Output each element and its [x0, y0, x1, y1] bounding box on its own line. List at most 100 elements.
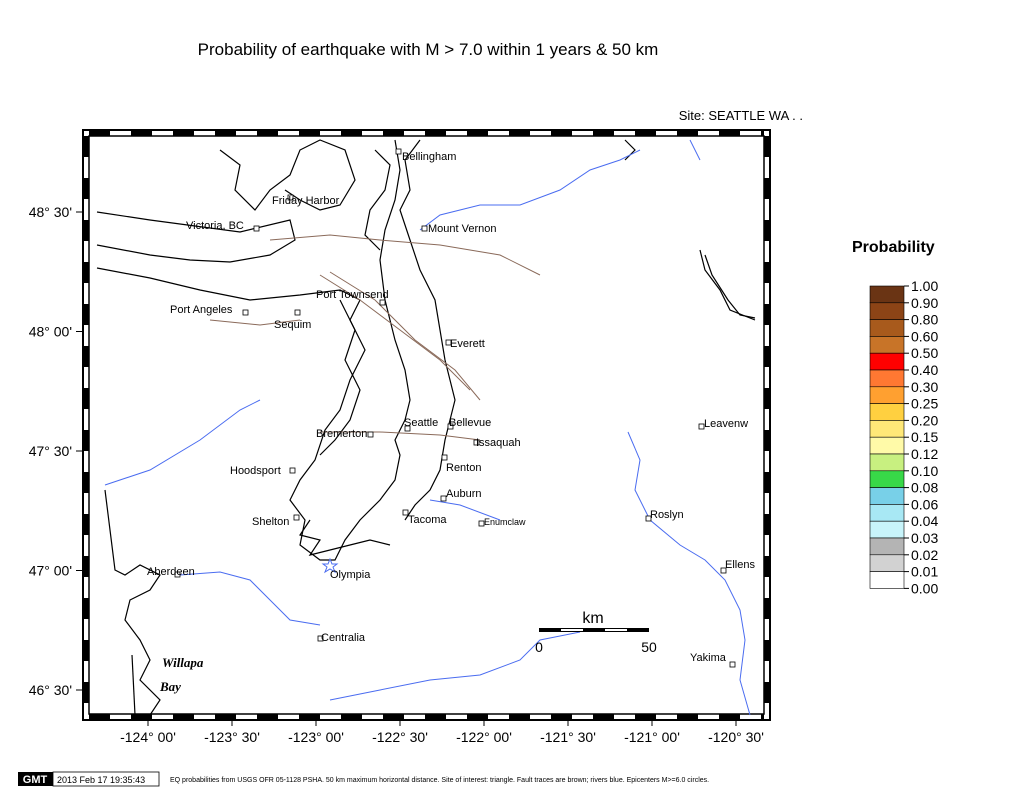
place-label: Olympia: [330, 569, 371, 581]
frame-segment: [509, 131, 530, 136]
frame-segment: [84, 640, 89, 661]
lat-tick-label: 48° 30': [29, 204, 72, 220]
frame-segment: [764, 556, 769, 577]
water-label: Willapa: [162, 655, 204, 670]
legend: 1.000.900.800.600.500.400.300.250.200.15…: [869, 278, 938, 596]
frame-segment: [215, 714, 236, 719]
legend-label: 0.00: [911, 580, 938, 596]
place-label: Bremerton: [316, 428, 367, 440]
frame-segment: [764, 220, 769, 241]
frame-segment: [593, 131, 614, 136]
legend-swatch: [869, 520, 905, 539]
place-label: Enumclaw: [484, 517, 526, 527]
lat-tick-label: 48° 00': [29, 324, 72, 340]
legend-swatch: [869, 319, 905, 337]
place-label: Aberdeen: [147, 566, 195, 578]
frame-segment: [299, 714, 320, 719]
scale-unit: km: [582, 610, 603, 627]
timestamp: 2013 Feb 17 19:35:43: [57, 775, 145, 785]
frame-segment: [257, 131, 278, 136]
legend-label: 0.30: [911, 379, 938, 395]
frame-segment: [764, 346, 769, 367]
legend-swatch: [869, 571, 905, 589]
place-label: Seattle: [404, 417, 438, 429]
legend-swatch: [869, 386, 905, 404]
place-label: Leavenw: [704, 418, 748, 430]
frame-segment: [761, 714, 764, 719]
legend-swatch: [869, 420, 905, 438]
legend-label: 0.12: [911, 446, 938, 462]
frame-segment: [131, 131, 152, 136]
frame-segment: [764, 514, 769, 535]
frame-segment: [84, 514, 89, 535]
frame-segment: [509, 714, 530, 719]
frame-segment: [635, 131, 656, 136]
frame-segment: [764, 472, 769, 493]
legend-label: 0.15: [911, 429, 938, 445]
gmt-badge: [18, 772, 53, 786]
lat-tick-label: 47° 30': [29, 443, 72, 459]
legend-title: Probability: [852, 239, 935, 256]
place-label: Yakima: [690, 652, 727, 664]
legend-label: 0.25: [911, 396, 938, 412]
legend-swatch: [869, 336, 905, 354]
legend-label: 0.10: [911, 463, 938, 479]
frame-segment: [84, 682, 89, 703]
frame-segment: [173, 131, 194, 136]
lon-tick-label: -120° 30': [708, 729, 764, 745]
legend-label: 0.04: [911, 513, 938, 529]
place-label: Everett: [450, 338, 485, 350]
title: Probability of earthquake with M > 7.0 w…: [198, 40, 659, 59]
frame-segment: [764, 304, 769, 325]
lat-tick-label: 46° 30': [29, 682, 72, 698]
frame-segment: [764, 262, 769, 283]
frame-segment: [764, 388, 769, 409]
frame-segment: [635, 714, 656, 719]
place-label: Roslyn: [650, 509, 684, 521]
place-label: Ellens: [725, 559, 755, 571]
place-label: Port Angeles: [170, 304, 233, 316]
frame-segment: [719, 131, 740, 136]
frame-segment: [84, 556, 89, 577]
frame-segment: [764, 136, 769, 157]
place-label: Shelton: [252, 516, 289, 528]
frame-segment: [84, 430, 89, 451]
site-label: Site: SEATTLE WA . .: [679, 108, 803, 123]
legend-label: 1.00: [911, 278, 938, 294]
lon-tick-label: -123° 30': [204, 729, 260, 745]
legend-swatch: [869, 504, 905, 522]
place-label: Tacoma: [408, 514, 447, 526]
water-label: Bay: [159, 679, 181, 694]
frame-segment: [764, 430, 769, 451]
frame-segment: [299, 131, 320, 136]
legend-swatch: [869, 285, 905, 304]
frame-segment: [551, 714, 572, 719]
place-label: Bellevue: [449, 417, 491, 429]
place-label: Issaquah: [476, 437, 521, 449]
frame-segment: [677, 714, 698, 719]
place-label: Victoria, BC: [186, 220, 244, 232]
place-label: Bellingham: [402, 151, 456, 163]
legend-label: 0.50: [911, 345, 938, 361]
place-label: Auburn: [446, 488, 481, 500]
legend-label: 0.08: [911, 480, 938, 496]
legend-swatch: [869, 302, 905, 320]
frame-segment: [425, 131, 446, 136]
place-label: Centralia: [321, 632, 366, 644]
lon-tick-label: -121° 00': [624, 729, 680, 745]
frame-segment: [84, 388, 89, 409]
frame-segment: [84, 178, 89, 199]
frame-segment: [719, 714, 740, 719]
frame-segment: [764, 178, 769, 199]
legend-label: 0.20: [911, 412, 938, 428]
frame-segment: [764, 598, 769, 619]
frame-segment: [467, 714, 488, 719]
legend-swatch: [869, 352, 905, 371]
place-label: Friday Harbor: [272, 195, 340, 207]
legend-swatch: [869, 436, 905, 455]
place-label: Sequim: [274, 319, 311, 331]
badge-text: GMT: [23, 774, 48, 786]
scale-start: 0: [535, 639, 543, 655]
lon-tick-label: -124° 00': [120, 729, 176, 745]
